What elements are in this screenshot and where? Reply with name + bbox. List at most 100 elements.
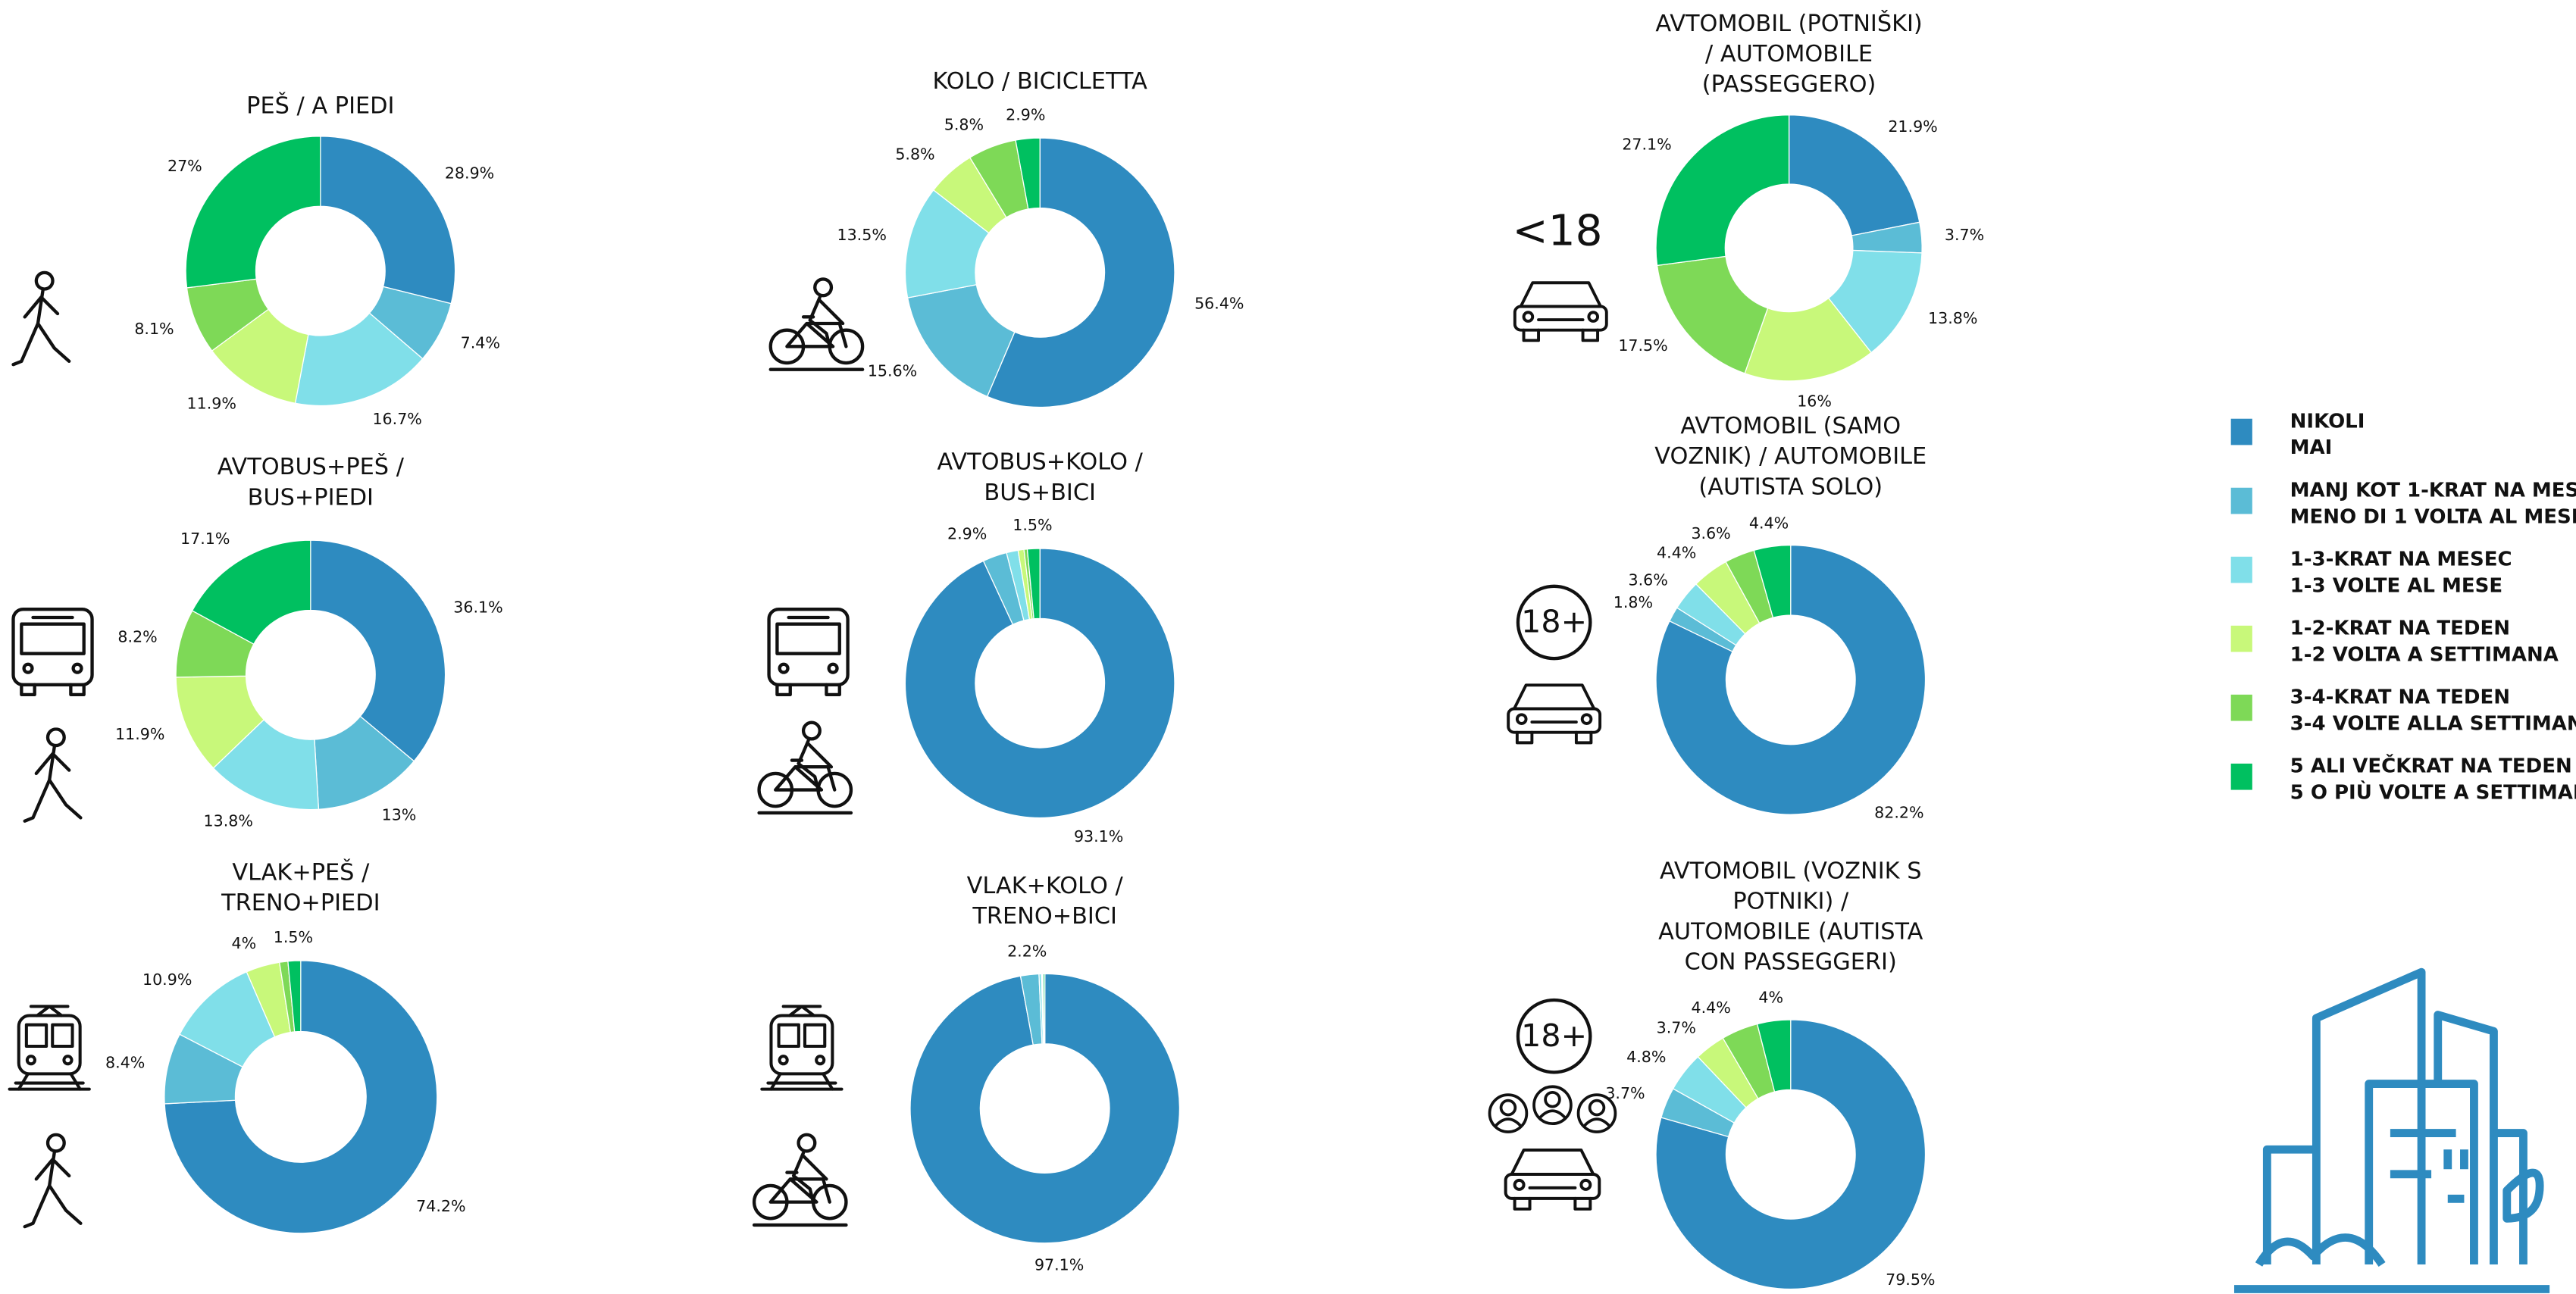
icons: <18 18+ 18+ bbox=[10, 206, 1617, 1227]
badge-circle bbox=[1516, 998, 1592, 1074]
value-label: 11.9% bbox=[187, 395, 236, 413]
value-label: 10.9% bbox=[142, 970, 192, 989]
chart-title: BUS+PIEDI bbox=[248, 484, 374, 511]
donut-segment bbox=[185, 136, 321, 289]
value-label: 4.4% bbox=[1657, 544, 1696, 562]
chart-title: POTNIKI) / bbox=[1732, 889, 1849, 915]
value-label: 3.6% bbox=[1691, 524, 1730, 542]
value-label: 4.4% bbox=[1749, 514, 1789, 532]
value-label: 3.7% bbox=[1945, 226, 1984, 244]
walker-icon bbox=[25, 729, 81, 820]
value-label: 13% bbox=[382, 806, 417, 824]
chart-title: AVTOMOBIL (POTNIŠKI) bbox=[1655, 9, 1922, 37]
value-label: 3.7% bbox=[1605, 1084, 1645, 1102]
donut-chart: AVTOMOBIL (POTNIŠKI) / AUTOMOBILE (PASSEGG… bbox=[1618, 9, 1984, 410]
bus-icon bbox=[769, 609, 848, 695]
value-label: 8.1% bbox=[134, 320, 174, 338]
value-label: 56.4% bbox=[1194, 294, 1244, 312]
donut-segment bbox=[904, 548, 1175, 818]
chart-title: AVTOBUS+PEŠ / bbox=[218, 452, 405, 480]
legend-swatch bbox=[2230, 418, 2252, 445]
chart-title: AUTOMOBILE (AUTISTA bbox=[1658, 919, 1923, 945]
chart-title: (PASSEGGERO) bbox=[1702, 71, 1876, 98]
legend-label: 1-2 VOLTA A SETTIMANA bbox=[2290, 643, 2559, 666]
value-label: 17.5% bbox=[1618, 336, 1667, 355]
value-label: 1.8% bbox=[1614, 593, 1653, 611]
value-label: 4% bbox=[232, 934, 257, 952]
legend-swatch bbox=[2230, 556, 2252, 583]
value-label: 4.8% bbox=[1626, 1048, 1666, 1066]
donut-segment bbox=[1655, 544, 1927, 815]
value-label: 28.9% bbox=[445, 164, 494, 183]
value-label: 1.5% bbox=[1013, 516, 1052, 534]
value-label: 2.2% bbox=[1007, 942, 1047, 960]
chart-title: PEŠ / A PIEDI bbox=[246, 91, 394, 119]
chart-title: TRENO+BICI bbox=[972, 903, 1117, 930]
donut-segment bbox=[287, 960, 302, 1033]
value-label: 11.9% bbox=[115, 725, 164, 743]
legend-label: 1-2-KRAT NA TEDEN bbox=[2290, 617, 2510, 640]
legend-label: MANJ KOT 1-KRAT NA MESEC bbox=[2290, 480, 2576, 502]
chart-title: (AUTISTA SOLO) bbox=[1698, 474, 1883, 500]
donut-chart: AVTOBUS+KOLO / BUS+BICI 93.1% 2.9% 1.5% bbox=[904, 449, 1175, 845]
value-label: 4.4% bbox=[1692, 999, 1731, 1017]
donut-segment bbox=[320, 136, 456, 305]
bike-icon bbox=[759, 723, 851, 813]
value-label: 13.5% bbox=[837, 226, 886, 244]
chart-title: VLAK+KOLO / bbox=[967, 873, 1124, 899]
donut-segment bbox=[1026, 548, 1041, 620]
chart-title: VOZNIK) / AUTOMOBILE bbox=[1654, 443, 1927, 470]
donut-chart: AVTOMOBIL (VOZNIK S POTNIKI) / AUTOMOBILE … bbox=[1605, 858, 1935, 1290]
chart-title: / AUTOMOBILE bbox=[1705, 41, 1873, 67]
chart-title: VLAK+PEŠ / bbox=[232, 858, 370, 886]
donut-segment bbox=[986, 137, 1175, 408]
donut-segment bbox=[1656, 255, 1769, 374]
legend-label: 3-4-KRAT NA TEDEN bbox=[2290, 686, 2510, 709]
value-label: 17.1% bbox=[180, 530, 230, 548]
car-icon bbox=[1515, 283, 1607, 340]
legend-label: NIKOLI bbox=[2290, 411, 2365, 433]
value-label: 27.1% bbox=[1622, 136, 1671, 154]
bike-icon bbox=[754, 1135, 846, 1225]
donut-segment bbox=[1753, 544, 1792, 619]
value-label: 4% bbox=[1758, 988, 1783, 1006]
value-label: 15.6% bbox=[868, 361, 917, 380]
chart-title: AVTOMOBIL (VOZNIK S bbox=[1660, 858, 1921, 884]
legend-swatch bbox=[2230, 625, 2252, 652]
donut-segment bbox=[909, 973, 1181, 1244]
value-label: 13.8% bbox=[204, 812, 253, 830]
value-label: 7.4% bbox=[461, 333, 500, 352]
value-label: 74.2% bbox=[416, 1197, 465, 1215]
value-label: 3.6% bbox=[1628, 571, 1667, 589]
donut-segment bbox=[1756, 1019, 1792, 1092]
donut-segment bbox=[294, 312, 424, 407]
donut-chart: VLAK+PEŠ / TRENO+PIEDI 74.2% 8.4% 10.9% 4% 1.5… bbox=[105, 858, 466, 1234]
value-label: 27% bbox=[167, 157, 202, 175]
bus-icon bbox=[14, 609, 92, 695]
donut-chart: PEŠ / A PIEDI 28.9% 7.4% 16.7% 11.9% 8.1% 27% bbox=[134, 91, 500, 428]
value-label: 97.1% bbox=[1034, 1255, 1084, 1274]
donut-segment bbox=[164, 960, 438, 1234]
legend-swatch bbox=[2230, 694, 2252, 721]
chart-title: KOLO / BICICLETTA bbox=[933, 68, 1148, 95]
donut-segment bbox=[1655, 114, 1790, 267]
value-label: 5.8% bbox=[895, 145, 934, 164]
train-icon bbox=[762, 1006, 841, 1089]
value-label: 36.1% bbox=[453, 599, 502, 617]
chart-title: CON PASSEGGERI) bbox=[1685, 949, 1897, 976]
value-label: 13.8% bbox=[1928, 309, 1977, 327]
legend-label: MAI bbox=[2290, 436, 2333, 459]
value-label: 2.9% bbox=[1006, 106, 1045, 124]
age-badge: 18+ bbox=[1521, 604, 1587, 640]
legend: NIKOLI MAI MANJ KOT 1-KRAT NA MESEC MENO DI… bbox=[2230, 411, 2576, 804]
person-icon bbox=[1488, 1093, 1529, 1133]
value-label: 79.5% bbox=[1886, 1271, 1935, 1289]
value-label: 93.1% bbox=[1074, 827, 1123, 845]
chart-title: BUS+BICI bbox=[984, 480, 1096, 506]
value-label: 5.8% bbox=[944, 115, 984, 133]
person-icon bbox=[1532, 1085, 1573, 1126]
donut-segment bbox=[906, 284, 1016, 398]
car-icon bbox=[1506, 1150, 1600, 1209]
legend-label: 5 O PIÙ VOLTE A SETTIMANA bbox=[2290, 780, 2576, 804]
